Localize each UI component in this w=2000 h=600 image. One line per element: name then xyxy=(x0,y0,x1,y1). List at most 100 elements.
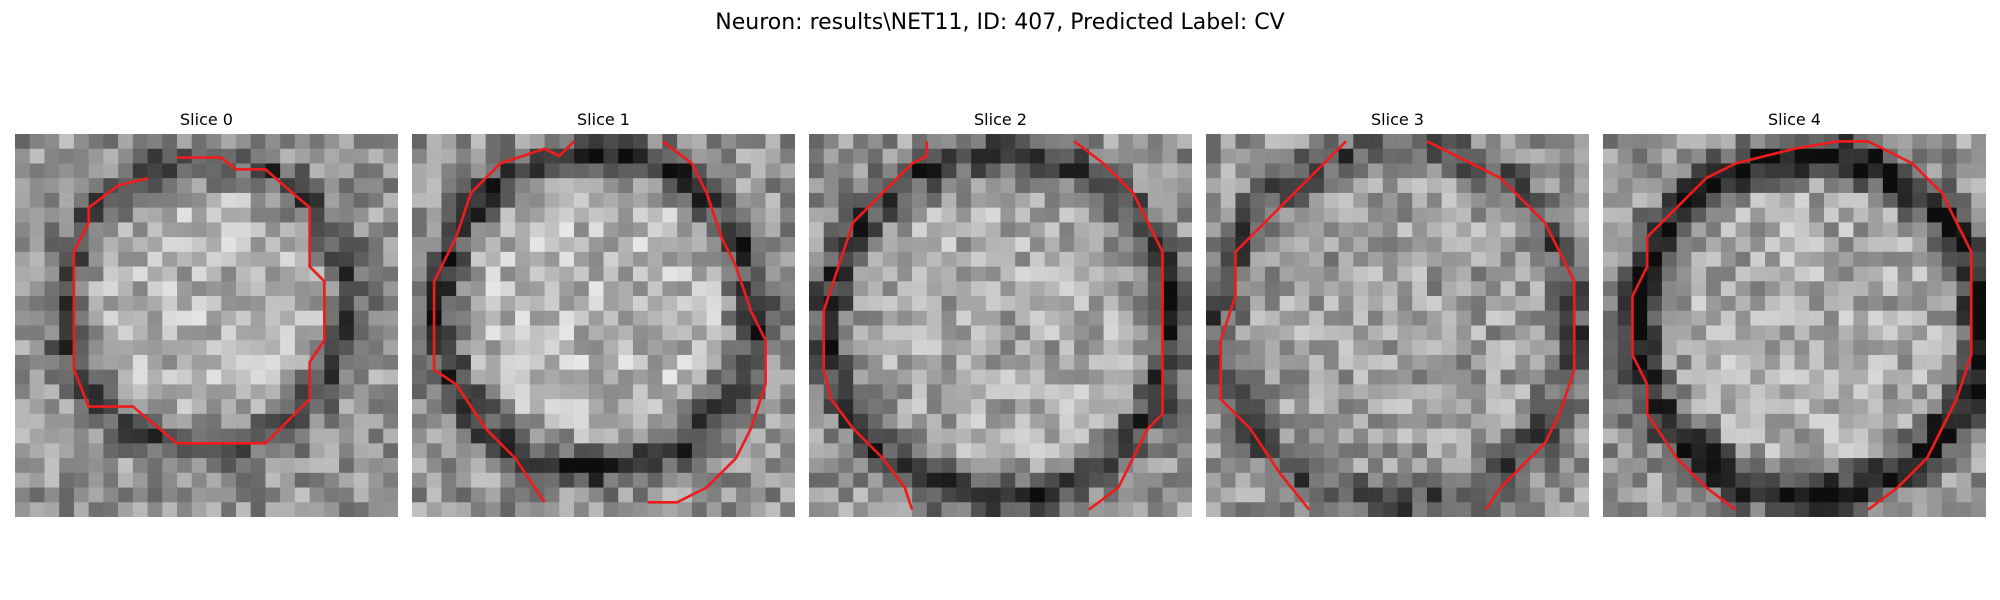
pixel-tile xyxy=(485,251,501,267)
pixel-tile xyxy=(470,354,486,370)
pixel-tile xyxy=(294,354,310,370)
pixel-tile xyxy=(1809,266,1825,282)
pixel-tile xyxy=(515,369,531,385)
pixel-tile xyxy=(1456,178,1472,194)
pixel-tile xyxy=(383,207,398,223)
pixel-tile xyxy=(1927,502,1943,517)
pixel-tile xyxy=(750,192,766,208)
pixel-tile xyxy=(103,369,119,385)
pixel-tile xyxy=(1617,502,1633,517)
pixel-tile xyxy=(412,428,428,444)
pixel-tile xyxy=(1162,134,1178,150)
pixel-tile xyxy=(1279,281,1295,297)
pixel-tile xyxy=(1706,237,1722,253)
pixel-tile xyxy=(1706,266,1722,282)
pixel-tile xyxy=(29,251,45,267)
pixel-tile xyxy=(1779,251,1795,267)
pixel-tile xyxy=(647,266,663,282)
pixel-tile xyxy=(985,443,1001,459)
pixel-tile xyxy=(985,281,1001,297)
pixel-tile xyxy=(1647,192,1663,208)
pixel-tile xyxy=(1706,192,1722,208)
pixel-tile xyxy=(823,487,839,503)
pixel-tile xyxy=(1456,472,1472,488)
pixel-tile xyxy=(103,310,119,326)
pixel-tile xyxy=(412,148,428,164)
pixel-tile xyxy=(1441,399,1457,415)
pixel-tile xyxy=(1956,134,1972,150)
pixel-tile xyxy=(250,443,266,459)
pixel-tile xyxy=(1853,310,1869,326)
pixel-tile xyxy=(1323,369,1339,385)
pixel-tile xyxy=(1809,443,1825,459)
pixel-tile xyxy=(838,207,854,223)
pixel-tile xyxy=(1574,281,1589,297)
pixel-tile xyxy=(1882,134,1898,150)
pixel-tile xyxy=(1279,237,1295,253)
pixel-tile xyxy=(618,340,634,356)
pixel-tile xyxy=(309,207,325,223)
pixel-tile xyxy=(1368,207,1384,223)
pixel-tile xyxy=(73,251,89,267)
pixel-tile xyxy=(1515,443,1531,459)
pixel-tile xyxy=(294,369,310,385)
pixel-tile xyxy=(1353,296,1369,312)
pixel-tile xyxy=(44,178,60,194)
pixel-tile xyxy=(103,472,119,488)
pixel-tile xyxy=(59,413,75,429)
pixel-tile xyxy=(1897,281,1913,297)
pixel-tile xyxy=(1353,310,1369,326)
pixel-tile xyxy=(206,192,222,208)
pixel-tile xyxy=(750,502,766,517)
pixel-tile xyxy=(1088,340,1104,356)
pixel-tile xyxy=(1294,325,1310,341)
pixel-tile xyxy=(44,413,60,429)
pixel-tile xyxy=(1133,134,1149,150)
pixel-tile xyxy=(1603,340,1619,356)
pixel-tile xyxy=(1000,354,1016,370)
pixel-tile xyxy=(853,413,869,429)
pixel-tile xyxy=(1530,237,1546,253)
pixel-tile xyxy=(1147,384,1163,400)
pixel-tile xyxy=(662,399,678,415)
pixel-tile xyxy=(221,222,237,238)
pixel-tile xyxy=(721,310,737,326)
pixel-tile xyxy=(1603,458,1619,474)
pixel-tile xyxy=(1500,443,1516,459)
pixel-tile xyxy=(574,384,590,400)
pixel-tile xyxy=(1794,428,1810,444)
pixel-tile xyxy=(1676,251,1692,267)
pixel-tile xyxy=(1661,281,1677,297)
pixel-tile xyxy=(662,384,678,400)
pixel-tile xyxy=(1235,443,1251,459)
pixel-tile xyxy=(1088,472,1104,488)
pixel-tile xyxy=(1765,222,1781,238)
pixel-tile xyxy=(544,487,560,503)
pixel-tile xyxy=(618,354,634,370)
pixel-tile xyxy=(59,487,75,503)
pixel-tile xyxy=(1177,472,1192,488)
pixel-tile xyxy=(632,502,648,517)
pixel-tile xyxy=(1044,472,1060,488)
pixel-tile xyxy=(88,487,104,503)
pixel-tile xyxy=(73,222,89,238)
pixel-tile xyxy=(706,369,722,385)
pixel-tile xyxy=(206,178,222,194)
pixel-tile xyxy=(985,207,1001,223)
pixel-tile xyxy=(838,428,854,444)
pixel-tile xyxy=(235,163,251,179)
pixel-tile xyxy=(912,369,928,385)
pixel-tile xyxy=(1779,384,1795,400)
pixel-tile xyxy=(29,148,45,164)
pixel-tile xyxy=(1971,384,1986,400)
pixel-tile xyxy=(1882,458,1898,474)
pixel-tile xyxy=(882,384,898,400)
pixel-tile xyxy=(912,207,928,223)
pixel-tile xyxy=(44,325,60,341)
pixel-tile xyxy=(1779,207,1795,223)
pixel-tile xyxy=(647,148,663,164)
pixel-tile xyxy=(206,325,222,341)
pixel-tile xyxy=(971,251,987,267)
pixel-tile xyxy=(588,148,604,164)
pixel-tile xyxy=(691,310,707,326)
